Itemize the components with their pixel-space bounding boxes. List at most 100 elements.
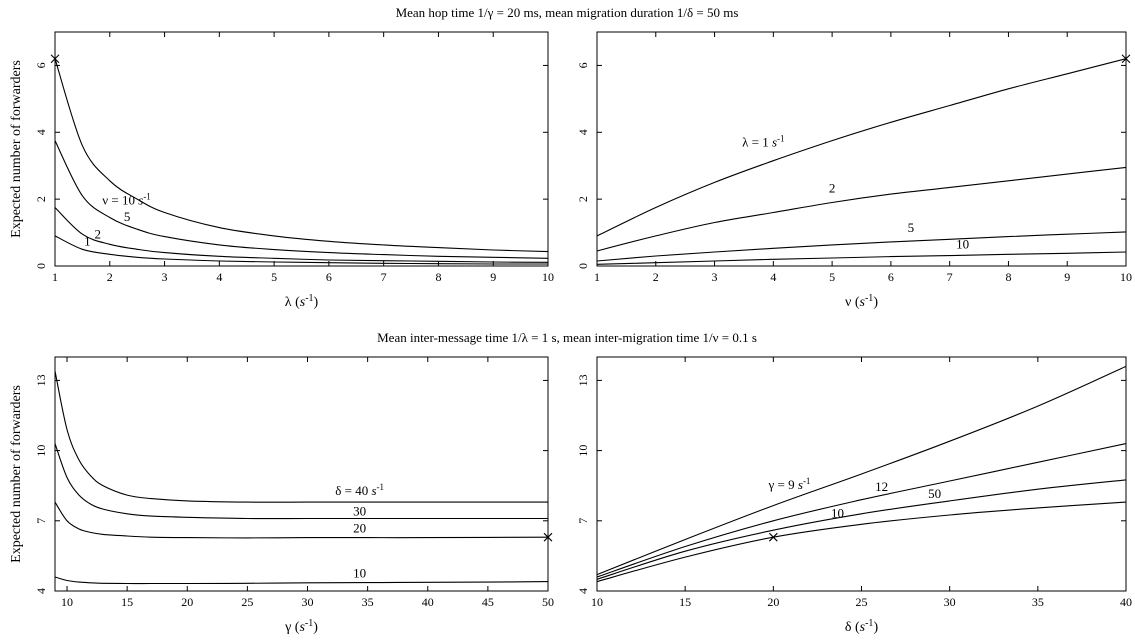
series-line — [596, 365, 1127, 576]
x-tick-label: 35 — [362, 595, 374, 609]
plot-frame — [54, 31, 549, 267]
x-axis-label: λ (s-1) — [285, 293, 319, 310]
x-tick-label: 15 — [121, 595, 133, 609]
y-tick-label: 7 — [34, 518, 48, 524]
x-marker — [1121, 54, 1131, 64]
x-marker-stroke — [768, 532, 778, 542]
series-line — [596, 501, 1127, 583]
x-tick-label: 10 — [1120, 270, 1132, 284]
series-line — [54, 140, 549, 259]
x-tick-label: 50 — [542, 595, 554, 609]
series-label: 10 — [956, 237, 969, 252]
y-axis-label: Expected number of forwarders — [9, 60, 24, 238]
y-tick-label: 13 — [34, 374, 48, 386]
x-tick-label: 1 — [594, 270, 600, 284]
series-label: 12 — [875, 479, 888, 494]
y-tick-label: 10 — [576, 445, 590, 457]
plot-frame — [596, 31, 1127, 267]
x-tick-label: 20 — [181, 595, 193, 609]
series-label: 5 — [908, 220, 915, 235]
x-tick-label: 25 — [241, 595, 253, 609]
series-line — [596, 58, 1127, 237]
x-tick-label: 45 — [482, 595, 494, 609]
x-tick-label: 8 — [435, 270, 441, 284]
y-tick-label: 4 — [34, 129, 48, 135]
series-label: 20 — [353, 521, 366, 536]
series-line — [54, 235, 548, 265]
series-label: γ = 9 s-1 — [768, 476, 811, 492]
chart-top-right: 1 2 3 4 5 6 7 8 9 10 0 2 4 6 λ = 1 s-1 2 5 10 ν (s-1) — [576, 31, 1132, 310]
series-label: 30 — [353, 503, 366, 518]
series-label: ν = 10 s-1 — [102, 192, 151, 208]
y-tick-label: 0 — [576, 263, 590, 269]
x-tick-label: 2 — [653, 270, 659, 284]
y-tick-label: 6 — [576, 62, 590, 68]
series-line — [596, 443, 1127, 578]
series-label: λ = 1 s-1 — [742, 134, 784, 150]
series-label: 2 — [95, 226, 102, 241]
x-tick-label: 35 — [1032, 595, 1044, 609]
top-row-title: Mean hop time 1/γ = 20 ms, mean migratio… — [396, 5, 739, 20]
series-label: δ = 40 s-1 — [335, 482, 384, 498]
y-tick-label: 10 — [34, 445, 48, 457]
series-line — [54, 58, 549, 253]
x-tick-label: 3 — [162, 270, 168, 284]
x-tick-label: 10 — [591, 595, 603, 609]
series-label: 2 — [829, 180, 836, 195]
x-tick-label: 4 — [770, 270, 776, 284]
x-tick-label: 2 — [107, 270, 113, 284]
y-tick-label: 0 — [34, 263, 48, 269]
series-line — [54, 501, 549, 539]
x-tick-label: 25 — [856, 595, 868, 609]
x-marker — [768, 532, 778, 542]
x-tick-label: 30 — [944, 595, 956, 609]
y-axis-label: Expected number of forwarders — [9, 385, 24, 563]
x-axis-label: γ (s-1) — [284, 618, 318, 635]
x-marker — [50, 54, 60, 64]
x-tick-label: 4 — [216, 270, 222, 284]
series-label: 10 — [353, 566, 366, 581]
x-tick-label: 40 — [1120, 595, 1132, 609]
y-tick-label: 2 — [576, 196, 590, 202]
y-tick-label: 2 — [34, 196, 48, 202]
y-tick-label: 4 — [576, 129, 590, 135]
x-axis-label: δ (s-1) — [845, 618, 879, 635]
x-tick-label: 5 — [271, 270, 277, 284]
bottom-row-title: Mean inter-message time 1/λ = 1 s, mean … — [377, 330, 757, 345]
series-line — [54, 443, 548, 520]
x-marker-stroke — [50, 54, 60, 64]
x-tick-label: 5 — [829, 270, 835, 284]
series-line — [54, 207, 549, 263]
x-tick-label: 15 — [679, 595, 691, 609]
x-tick-label: 10 — [61, 595, 73, 609]
x-tick-label: 20 — [767, 595, 779, 609]
x-tick-label: 9 — [1064, 270, 1070, 284]
x-tick-label: 40 — [422, 595, 434, 609]
series-line — [54, 576, 549, 585]
x-tick-label: 7 — [947, 270, 953, 284]
x-tick-label: 6 — [326, 270, 332, 284]
x-tick-label: 10 — [542, 270, 554, 284]
x-marker — [543, 532, 553, 542]
y-tick-label: 7 — [576, 518, 590, 524]
series-line — [596, 231, 1127, 262]
series-line — [596, 479, 1127, 580]
x-marker-stroke — [543, 532, 553, 542]
series-label: 1 — [84, 233, 91, 248]
series-label: 5 — [124, 209, 131, 224]
x-tick-label: 3 — [712, 270, 718, 284]
x-tick-label: 7 — [381, 270, 387, 284]
series-label: 50 — [928, 486, 941, 501]
x-tick-label: 9 — [490, 270, 496, 284]
chart-bottom-left: 10 15 20 25 30 35 40 45 50 4 7 10 13 δ = 40 s-1 30 20 10… — [9, 356, 554, 635]
series-line — [54, 370, 548, 503]
x-tick-label: 8 — [1005, 270, 1011, 284]
x-tick-label: 6 — [888, 270, 894, 284]
x-tick-label: 30 — [302, 595, 314, 609]
plot-frame — [54, 356, 549, 592]
x-axis-label: ν (s-1) — [845, 293, 878, 310]
